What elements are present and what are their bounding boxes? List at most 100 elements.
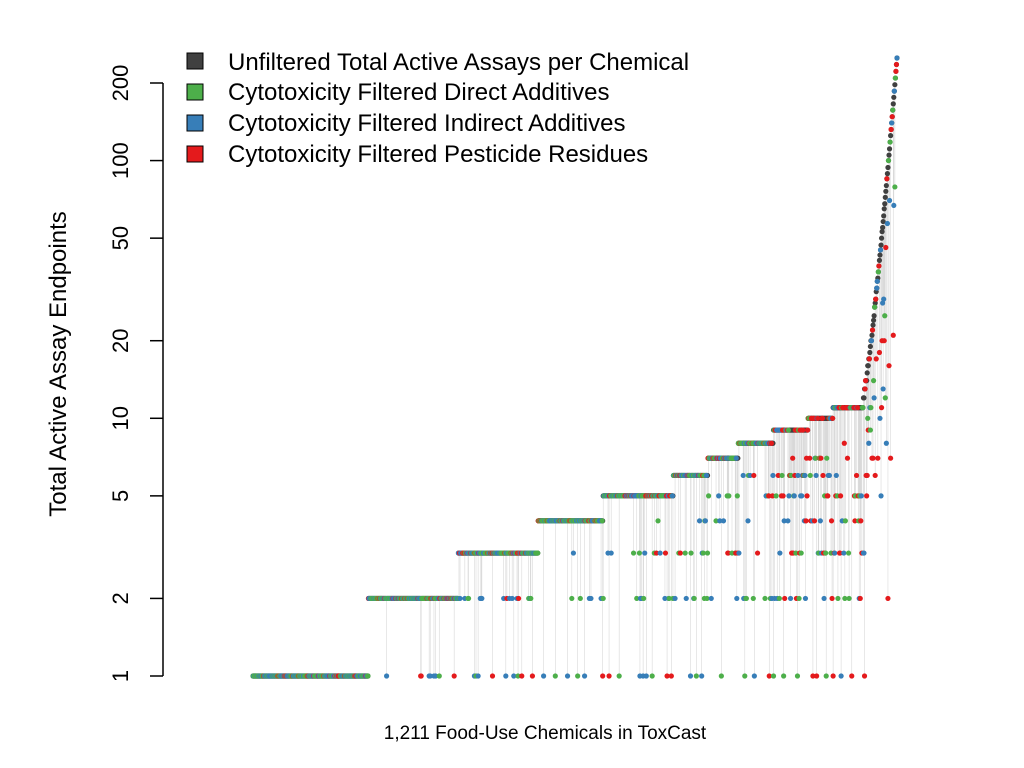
- direct-point: [600, 595, 606, 602]
- indirect-point: [475, 673, 481, 679]
- x-axis-label: 1,211 Food-Use Chemicals in ToxCast: [384, 723, 707, 744]
- indirect-point: [540, 673, 547, 679]
- y-tick-label: 100: [108, 142, 133, 179]
- unfiltered-point: [870, 322, 876, 328]
- unfiltered-point: [881, 206, 887, 212]
- legend-swatch-direct: [186, 83, 204, 101]
- pesticide-point: [818, 455, 824, 461]
- unfiltered-point: [878, 235, 885, 241]
- pesticide-point: [662, 550, 669, 556]
- indirect-point: [802, 595, 809, 602]
- indirect-point: [777, 550, 783, 556]
- unfiltered-point: [870, 317, 877, 323]
- pesticide-point: [889, 114, 895, 120]
- pesticide-point: [855, 405, 861, 411]
- direct-point: [793, 550, 799, 556]
- direct-point: [794, 673, 801, 679]
- y-tick-label: 1: [108, 670, 133, 682]
- direct-point: [773, 493, 779, 499]
- unfiltered-point: [867, 343, 873, 350]
- indirect-point: [880, 386, 886, 392]
- indirect-point: [883, 440, 889, 446]
- direct-point: [892, 75, 899, 81]
- direct-point: [779, 472, 785, 479]
- pesticide-point: [780, 493, 786, 499]
- pesticide-point: [769, 493, 776, 499]
- y-axis: 1 2 5 10 20 50 100 200: [108, 65, 164, 682]
- unfiltered-point: [876, 257, 883, 263]
- direct-point: [835, 595, 841, 602]
- indirect-point: [874, 278, 880, 284]
- pesticide-point: [873, 356, 879, 362]
- direct-point: [734, 493, 740, 499]
- indirect-point: [717, 518, 723, 524]
- indirect-point: [894, 55, 900, 61]
- indirect-point: [881, 296, 887, 302]
- legend-label-indirect: Cytotoxicity Filtered Indirect Additives: [228, 110, 626, 137]
- direct-point: [868, 405, 874, 411]
- unfiltered-point: [886, 146, 893, 152]
- indirect-point: [787, 595, 794, 602]
- pesticide-point: [790, 455, 796, 461]
- direct-point: [691, 595, 697, 602]
- indirect-point: [427, 673, 433, 679]
- indirect-point: [877, 247, 884, 253]
- unfiltered-point: [879, 229, 885, 235]
- direct-point: [436, 673, 442, 679]
- direct-point: [776, 595, 782, 602]
- direct-point: [575, 673, 581, 679]
- direct-point: [842, 518, 848, 524]
- pesticide-point: [862, 386, 868, 392]
- pesticide-point: [668, 673, 674, 679]
- unfiltered-point: [880, 218, 886, 225]
- pesticide-point: [849, 673, 855, 679]
- direct-point: [865, 415, 871, 421]
- direct-point: [788, 472, 794, 479]
- unfiltered-point: [886, 152, 892, 158]
- direct-point: [845, 550, 852, 556]
- direct-point: [842, 595, 848, 602]
- pesticide-point: [875, 455, 881, 461]
- direct-point: [750, 595, 756, 602]
- direct-point: [704, 550, 711, 556]
- legend: Unfiltered Total Active Assays per Chemi…: [186, 49, 689, 168]
- direct-point: [713, 518, 719, 524]
- indirect-point: [891, 202, 897, 209]
- pesticide-point: [888, 455, 894, 461]
- pesticide-point: [803, 518, 809, 524]
- connector-lines: [386, 84, 896, 676]
- legend-label-unfiltered: Unfiltered Total Active Assays per Chemi…: [228, 49, 689, 76]
- pesticide-point: [864, 472, 870, 479]
- pesticide-point: [853, 472, 860, 479]
- direct-point: [465, 595, 472, 602]
- unfiltered-point: [891, 94, 897, 100]
- unfiltered-point: [865, 363, 871, 369]
- pesticide-point: [844, 455, 851, 461]
- indirect-point: [511, 673, 517, 679]
- indirect-point: [858, 493, 864, 499]
- pesticide-point: [861, 673, 868, 679]
- indirect-point: [696, 518, 703, 524]
- unfiltered-point: [885, 164, 891, 171]
- unfiltered-point: [861, 395, 867, 401]
- pesticide-point: [858, 518, 864, 524]
- pesticide-point: [807, 455, 813, 461]
- y-tick-label: 5: [108, 490, 133, 502]
- indirect-point: [886, 197, 893, 204]
- indirect-point: [432, 673, 439, 679]
- direct-point: [365, 673, 371, 679]
- direct-point: [682, 550, 688, 556]
- direct-point: [796, 595, 802, 602]
- direct-point: [630, 550, 637, 556]
- direct-point: [718, 673, 724, 679]
- pesticide-point: [829, 595, 835, 602]
- direct-point: [666, 595, 672, 602]
- direct-point: [616, 673, 622, 679]
- unfiltered-point: [872, 300, 878, 306]
- indirect-point: [874, 285, 880, 291]
- unfiltered-point: [867, 349, 873, 356]
- indirect-point: [817, 518, 823, 524]
- indirect-point: [699, 673, 705, 679]
- unfiltered-point: [888, 133, 894, 139]
- pesticide-point: [866, 356, 872, 362]
